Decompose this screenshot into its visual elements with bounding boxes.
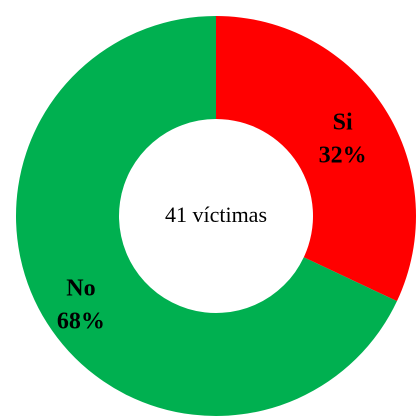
center-label: 41 víctimas: [165, 202, 267, 227]
slice-label-no: No 68%: [57, 276, 105, 335]
donut-slices: [16, 16, 416, 417]
slice-si: [216, 16, 416, 302]
slice-label-si: Si 32%: [319, 110, 367, 169]
slice-labels: Si 32% No 68%: [57, 110, 367, 335]
slice-no: [16, 16, 397, 417]
